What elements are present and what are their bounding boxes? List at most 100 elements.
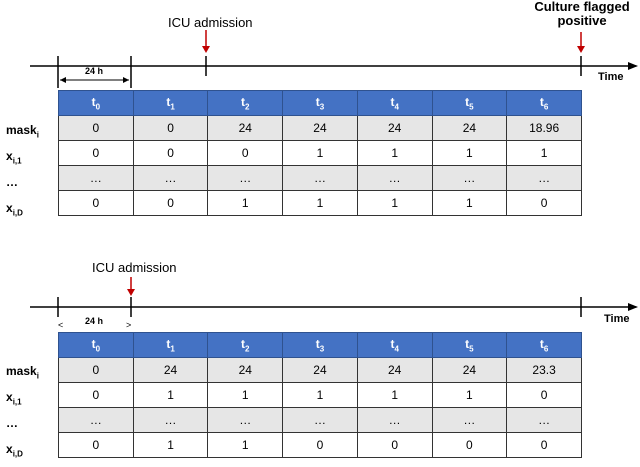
column-header-t2: t2 [207,332,284,358]
table-cell: 0 [207,140,284,166]
row-label: xi,D [0,195,54,221]
svg-text:<: < [58,320,63,330]
label-subscript: 5 [469,344,474,354]
row-labels-bottom: maski xi,1… xi,D [0,358,54,462]
table-cell: … [132,407,209,433]
label-base: x [6,149,13,163]
timeline-bottom: < > [30,277,638,330]
table-cell: 0 [58,382,134,408]
column-header-t4: t4 [356,332,433,358]
table-cell: 0 [506,382,582,408]
row-label: … [0,169,54,195]
span-24h-label: 24 h [84,316,103,326]
icu-admission-label: ICU admission [92,260,177,275]
label-subscript: 5 [469,102,474,112]
label-subscript: 1 [170,102,175,112]
label-base: x [6,390,13,404]
table-cell: 0 [58,357,134,383]
label-subscript: 3 [319,344,325,354]
table-row: 0 24 24 24 24 24 23.3 [58,357,582,383]
table-cell: 0 [58,140,134,166]
table-cell: … [356,407,433,433]
table-cell: 0 [506,432,582,458]
label-subscript: i,1 [12,156,22,166]
table-cell: 1 [356,140,433,166]
column-header-t6: t6 [506,90,582,116]
row-labels-top: maski xi,1 … xi,D [0,117,54,221]
table-cell: 1 [431,382,508,408]
label-base: t [465,94,470,109]
table-cell: … [207,165,284,191]
table-row: ………………… [58,407,582,433]
table-cell: 18.96 [506,115,582,141]
table-cell: 1 [282,382,358,408]
table-cell: 0 [506,190,582,216]
table-cell: 0 [132,190,209,216]
column-header-t6: t6 [506,332,582,358]
time-axis-label: Time [598,71,624,83]
label-base: t [91,94,96,109]
label-base: t [539,336,544,351]
label-base: t [315,94,320,109]
label-subscript: 2 [245,102,250,112]
table-cell: … [431,165,508,191]
label-subscript: 6 [543,344,549,354]
table-cell: … [58,165,134,191]
row-label: xi,1 [0,384,54,410]
culture-positive-label: Culture flagged positive [534,0,630,28]
table-cell: 1 [207,382,284,408]
table-cell: 24 [356,115,433,141]
label-base: … [6,416,18,430]
table-cell: 24 [207,357,284,383]
label-subscript: i,1 [12,397,22,407]
label-subscript: 6 [543,102,549,112]
table-cell: 0 [132,115,209,141]
time-axis-arrowhead [628,62,638,70]
label-base: t [241,94,246,109]
table-cell: 1 [282,190,358,216]
table-row: ………………… [58,165,582,191]
table-cell: 1 [356,382,433,408]
table-cell: 0 [356,432,433,458]
column-header-t3: t3 [282,90,358,116]
table-cell: 24 [356,357,433,383]
data-table-bottom: t0 t1 t2 t3 t4 t5 t6 0 24 24 24 24 24 23.3 0 1 1 1 1 1 0…………… [58,332,582,458]
column-header-t5: t5 [431,90,508,116]
label-subscript: i,D [12,449,23,459]
table-cell: … [356,165,433,191]
table-cell: 0 [58,432,134,458]
column-header-t1: t1 [132,90,209,116]
table-cell: 1 [431,140,508,166]
column-header-t3: t3 [282,332,358,358]
icu-admission-label: ICU admission [168,15,253,30]
table-cell: 24 [431,357,508,383]
header-row: t0 t1 t2 t3 t4 t5 t6 [58,332,582,358]
column-header-t0: t0 [58,332,134,358]
table-cell: 1 [356,190,433,216]
table-cell: 1 [431,190,508,216]
label-subscript: i,D [12,208,23,218]
table-cell: 0 [431,432,508,458]
row-label: … [0,410,54,436]
label-subscript: 0 [95,102,101,112]
svg-text:>: > [126,320,131,330]
label-subscript: 3 [319,102,325,112]
label-subscript: i [36,130,39,140]
label-base: t [465,336,470,351]
label-base: t [91,336,96,351]
table-row: 0 0 24 24 24 24 18.96 [58,115,582,141]
panel-top: ICU admission Culture flagged positive T… [0,0,640,230]
row-label: maski [0,117,54,143]
label-base: t [166,336,171,351]
label-base: t [241,336,246,351]
table-cell: 23.3 [506,357,582,383]
table-cell: … [282,165,358,191]
table-cell: 0 [282,432,358,458]
table-cell: 24 [132,357,209,383]
table-cell: … [506,407,582,433]
label-subscript: 4 [394,344,399,354]
label-base: x [6,442,13,456]
header-row: t0 t1 t2 t3 t4 t5 t6 [58,90,582,116]
